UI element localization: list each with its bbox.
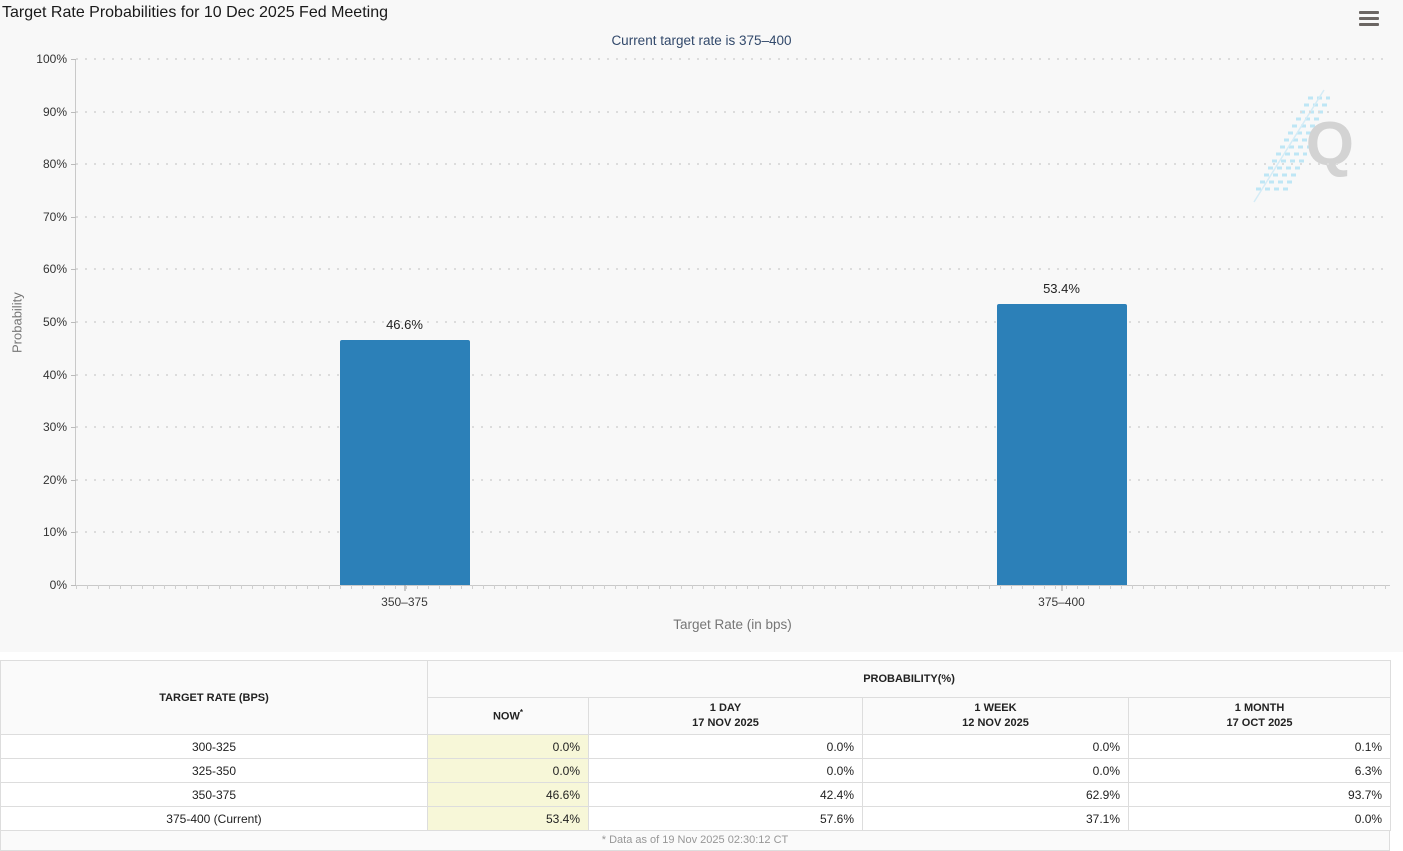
now-cell: 0.0%: [427, 734, 589, 759]
gridline: [76, 215, 1390, 218]
quikstrike-watermark-icon: Q: [1252, 84, 1362, 209]
probability-bar[interactable]: [996, 304, 1127, 585]
col-header-1month: 1 MONTH 17 OCT 2025: [1127, 697, 1392, 735]
table-row: 350-375 46.6% 42.4% 62.9% 93.7%: [0, 782, 1392, 807]
col-header-now: NOW*: [427, 697, 589, 735]
week-cell: 0.0%: [862, 758, 1129, 783]
x-axis-tick: [404, 585, 405, 591]
y-axis-tick: [71, 59, 76, 60]
y-axis-tick: [71, 269, 76, 271]
y-axis-tick-label: 10%: [42, 525, 67, 540]
gridline: [76, 163, 1390, 166]
table-row: 325-350 0.0% 0.0% 0.0% 6.3%: [0, 758, 1392, 783]
y-axis-tick: [71, 111, 76, 113]
probability-bar[interactable]: [339, 339, 470, 585]
gridline: [76, 531, 1390, 534]
target-rate-header: TARGET RATE (BPS): [0, 660, 428, 735]
y-axis-tick-label: 50%: [42, 315, 67, 329]
day-cell: 0.0%: [588, 758, 863, 783]
plot-area: Probability: [10, 52, 1390, 609]
day-cell: 57.6%: [588, 806, 863, 831]
probability-table: TARGET RATE (BPS) PROBABILITY(%) NOW* 1 …: [0, 660, 1392, 831]
table-header-columns-row: NOW* 1 DAY 17 NOV 2025 1 WEEK 12 NOV 2025 …: [1, 697, 1392, 735]
probability-group-header: PROBABILITY(%): [426, 660, 1392, 698]
x-axis-minor-ticks: [76, 585, 1390, 589]
x-axis-tick-label: 350–375: [381, 595, 428, 609]
table-row: 300-325 0.0% 0.0% 0.0% 0.1%: [0, 734, 1392, 759]
data-as-of-footnote: * Data as of 19 Nov 2025 02:30:12 CT: [0, 831, 1390, 851]
y-axis-tick-label: 100%: [36, 52, 67, 66]
gridline: [76, 58, 1390, 60]
y-axis-tick: [71, 216, 76, 218]
gridline: [76, 478, 1390, 481]
y-axis-tick-label: 60%: [42, 262, 67, 277]
chart-title: Target Rate Probabilities for 10 Dec 202…: [2, 4, 388, 21]
rate-cell: 375-400 (Current): [0, 806, 428, 831]
y-axis-tick: [71, 322, 76, 323]
y-axis-tick-label: 30%: [42, 420, 67, 435]
gridline: [76, 426, 1390, 429]
day-cell: 42.4%: [588, 782, 863, 807]
rate-cell: 325-350: [0, 758, 428, 783]
col-header-1week: 1 WEEK 12 NOV 2025: [862, 697, 1129, 735]
gridline: [76, 321, 1390, 323]
table-header-group-row: TARGET RATE (BPS) PROBABILITY(%): [0, 660, 1392, 735]
hamburger-menu-icon[interactable]: [1359, 7, 1383, 29]
week-cell: 62.9%: [862, 782, 1129, 807]
bar-value-label: 53.4%: [1043, 281, 1080, 297]
gridline: [76, 373, 1390, 376]
week-cell: 0.0%: [862, 734, 1129, 759]
x-axis-tick-label: 375–400: [1038, 595, 1085, 609]
y-axis-tick-label: 80%: [42, 157, 67, 172]
col-header-1day: 1 DAY 17 NOV 2025: [588, 697, 863, 735]
month-cell: 6.3%: [1127, 758, 1392, 783]
y-axis-tick: [71, 479, 76, 481]
y-axis-tick-label: 70%: [42, 209, 67, 224]
week-cell: 37.1%: [862, 806, 1129, 831]
x-axis-tick: [1061, 585, 1062, 591]
y-axis-tick: [71, 374, 76, 376]
month-cell: 0.0%: [1127, 806, 1392, 831]
y-axis-tick: [71, 532, 76, 534]
bar-value-label: 46.6%: [386, 316, 423, 332]
y-axis-tick-label: 20%: [42, 472, 67, 487]
rate-cell: 300-325: [0, 734, 428, 759]
gridline: [76, 268, 1390, 271]
day-cell: 0.0%: [588, 734, 863, 759]
rate-cell: 350-375: [0, 782, 428, 807]
y-axis-tick: [71, 164, 76, 166]
y-axis-tick-label: 40%: [42, 367, 67, 382]
y-axis-tick: [71, 585, 76, 586]
chart-panel: Target Rate Probabilities for 10 Dec 202…: [2, 4, 1390, 632]
y-axis-tick: [71, 427, 76, 429]
y-axis-tick-label: 0%: [49, 578, 67, 592]
gridline: [76, 110, 1390, 113]
probability-table-panel: TARGET RATE (BPS) PROBABILITY(%) NOW* 1 …: [0, 660, 1392, 851]
x-axis-title: Target Rate (in bps): [673, 617, 792, 632]
now-cell: 53.4%: [427, 806, 589, 831]
y-axis-tick-label: 90%: [42, 104, 67, 119]
month-cell: 0.1%: [1127, 734, 1392, 759]
table-row: 375-400 (Current) 53.4% 57.6% 37.1% 0.0%: [0, 806, 1392, 831]
now-cell: 0.0%: [427, 758, 589, 783]
y-axis-title: Probability: [9, 292, 25, 353]
watermark-letter: Q: [1305, 110, 1354, 179]
month-cell: 93.7%: [1127, 782, 1392, 807]
chart-subtitle: Current target rate is 375–400: [611, 33, 792, 48]
now-cell: 46.6%: [427, 782, 589, 807]
